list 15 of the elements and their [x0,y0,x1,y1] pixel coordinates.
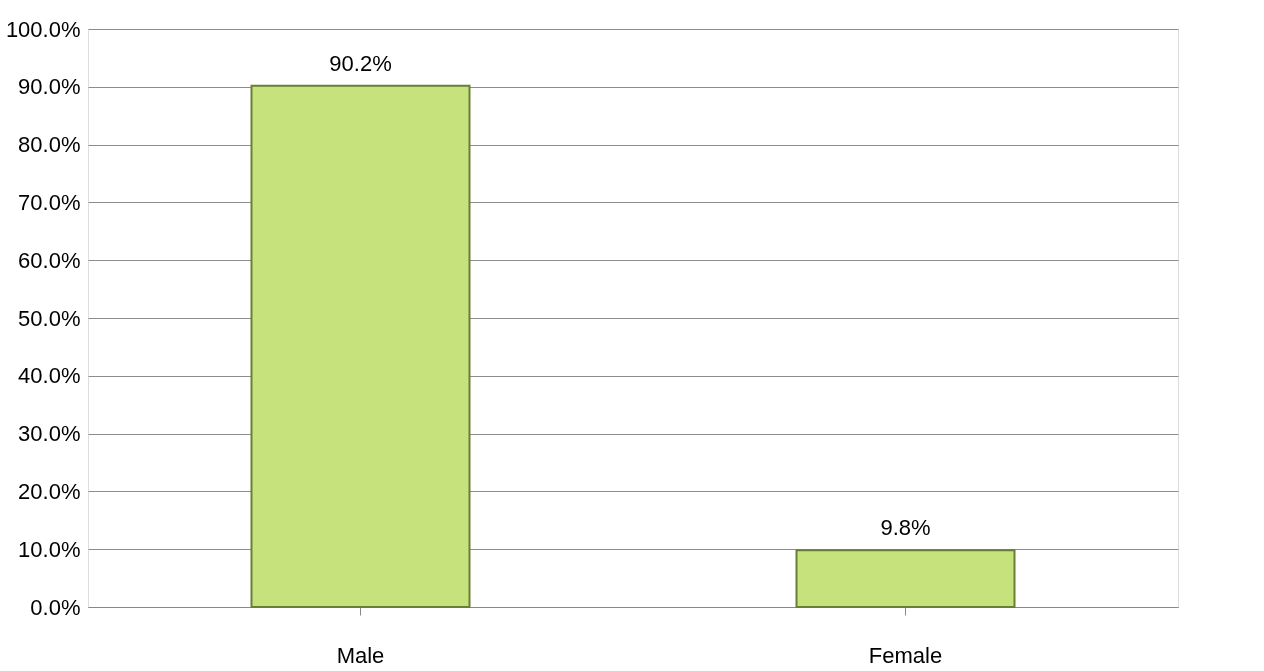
y-tick-label: 30.0% [18,421,81,447]
y-tick-label: 40.0% [18,363,81,389]
y-tick-label: 60.0% [18,247,81,273]
y-tick-label: 80.0% [18,132,81,158]
y-tick-label: 0.0% [30,594,81,620]
x-tick-label: Female [868,642,943,668]
x-tick-label: Male [336,642,385,668]
y-tick-label: 50.0% [18,305,81,331]
y-tick-label: 70.0% [18,189,81,215]
y-tick-label: 20.0% [18,478,81,504]
y-tick-label: 100.0% [5,16,81,42]
y-tick-label: 10.0% [18,536,81,562]
y-tick-label: 90.0% [18,74,81,100]
data-label: 90.2% [329,50,392,76]
data-label: 9.8% [880,515,931,541]
